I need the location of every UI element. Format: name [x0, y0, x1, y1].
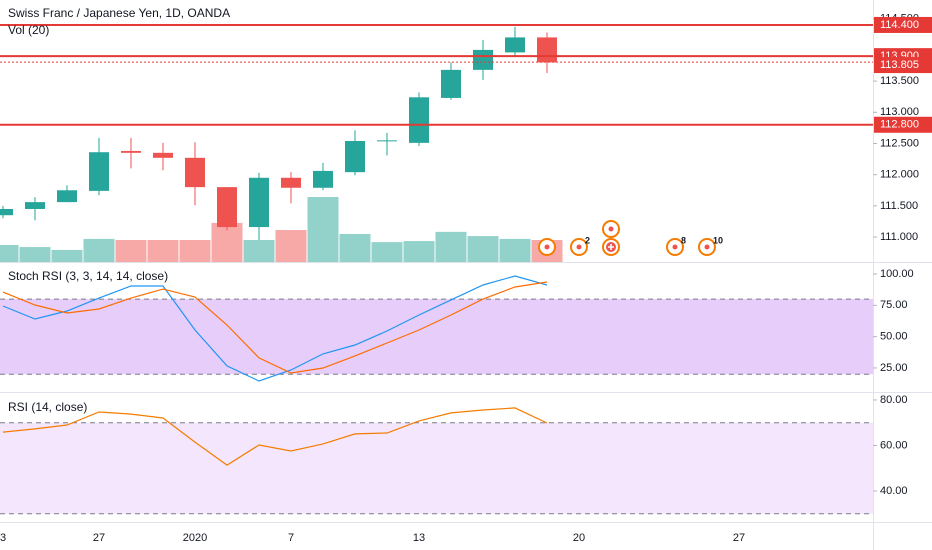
x-tick-label: 13 [413, 532, 425, 544]
y-tick-label: 40.00 [880, 485, 908, 497]
rsi-title: RSI (14, close) [8, 400, 87, 414]
event-count: 2 [585, 235, 590, 245]
event-icon-inner [576, 244, 582, 250]
y-tick-label: 111.000 [880, 231, 918, 243]
candle-body [89, 152, 109, 191]
candle-body [217, 187, 237, 228]
y-tick-label: 75.00 [880, 299, 908, 311]
plot-layer: 2 8 10 3 27 2020 7 13 20 27 [0, 23, 873, 544]
price-label-box [874, 16, 932, 33]
y-tick-label: 112.500 [880, 137, 919, 149]
volume-bar [0, 244, 19, 262]
y-tick-label: 80.00 [880, 394, 908, 406]
y-tick-label: 100.00 [880, 268, 914, 280]
event-icon-inner [672, 244, 678, 250]
candle-body [377, 140, 397, 142]
price-label: 113.805 [880, 59, 919, 71]
x-tick-label: 2020 [183, 532, 207, 544]
indicator-line [2, 407, 548, 466]
y-tick-label: 112.000 [880, 169, 919, 181]
event-count: 8 [681, 235, 686, 245]
volume-title: Vol (20) [8, 23, 49, 37]
volume-bar [115, 239, 147, 262]
volume-bar [51, 249, 83, 262]
candle-body [537, 37, 557, 63]
x-tick-label: 3 [0, 532, 6, 544]
candle-body [345, 140, 365, 173]
y-tick-label: 113.500 [880, 75, 919, 87]
candle-body [281, 177, 301, 188]
volume-bar [499, 238, 531, 262]
candle-body [57, 190, 77, 203]
volume-bar [403, 241, 435, 262]
band-fill [0, 422, 873, 514]
event-count: 10 [713, 235, 723, 245]
candle-body [249, 177, 269, 228]
volume-bar [339, 233, 371, 262]
candle-body [121, 150, 141, 153]
volume-bar [371, 242, 403, 262]
volume-bar [83, 238, 115, 262]
y-tick-label: 60.00 [880, 439, 908, 451]
event-icon-inner [608, 226, 614, 232]
candle-body [473, 49, 493, 70]
x-tick-label: 27 [93, 532, 105, 544]
volume-bar [275, 230, 307, 262]
event-icon-inner [544, 244, 550, 250]
volume-bar [179, 239, 211, 262]
event-icon-inner [704, 244, 710, 250]
candle-body [25, 202, 45, 209]
volume-bar [147, 239, 179, 262]
candle-body [185, 157, 205, 188]
chart-title: Swiss Franc / Japanese Yen, 1D, OANDA [8, 6, 230, 20]
volume-bar [467, 236, 499, 262]
candle-body [505, 37, 525, 53]
volume-bar [307, 197, 339, 262]
x-tick-label: 27 [733, 532, 745, 544]
stoch-title: Stoch RSI (3, 3, 14, 14, close) [8, 269, 168, 283]
price-label-box [874, 116, 932, 133]
y-tick-label: 113.000 [880, 106, 919, 118]
price-label-box [874, 57, 932, 74]
price-label: 114.400 [880, 19, 919, 31]
y-tick-label: 111.500 [880, 200, 918, 212]
candle-body [0, 208, 13, 216]
indicator-line [2, 275, 548, 382]
price-label: 112.800 [880, 119, 919, 131]
indicator-line [2, 281, 548, 374]
y-tick-label: 50.00 [880, 331, 908, 343]
event-plus [608, 244, 614, 250]
x-tick-label: 20 [573, 532, 585, 544]
volume-bar [435, 231, 467, 262]
band-fill [0, 299, 873, 375]
volume-bar [243, 239, 275, 262]
y-tick-label: 25.00 [880, 362, 908, 374]
candle-body [409, 97, 429, 143]
candle-body [153, 152, 173, 158]
candle-body [313, 170, 333, 188]
volume-bar [19, 247, 51, 262]
x-tick-label: 7 [288, 532, 294, 544]
candle-body [441, 69, 461, 98]
